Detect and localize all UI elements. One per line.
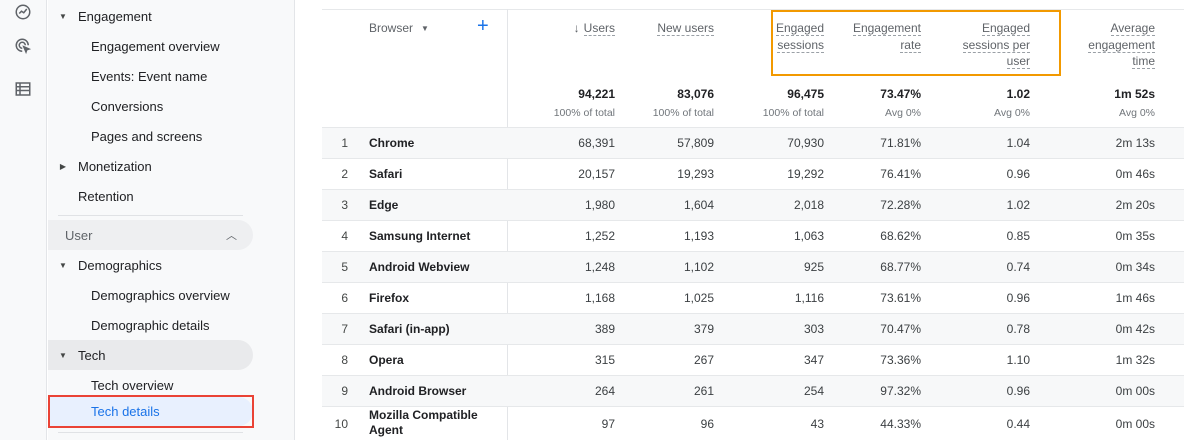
- dropdown-arrow-icon: ▼: [421, 23, 429, 33]
- total-users-sub: 100% of total: [553, 107, 615, 119]
- browser-name: Safari: [369, 167, 403, 181]
- nav-engagement-overview[interactable]: Engagement overview: [91, 38, 220, 54]
- total-engagement-rate-sub: Avg 0%: [885, 107, 921, 119]
- browser-name: Android Browser: [369, 384, 467, 398]
- total-engaged-per-user-sub: Avg 0%: [994, 107, 1030, 119]
- explore-cursor-icon[interactable]: [14, 37, 32, 55]
- column-header-engagement-rate[interactable]: Engagement rate: [852, 21, 921, 53]
- nav-events-event-name[interactable]: Events: Event name: [91, 68, 208, 84]
- nav-demographics[interactable]: ▼ Demographics: [48, 250, 253, 280]
- nav-pages-and-screens[interactable]: Pages and screens: [91, 128, 203, 144]
- table-row[interactable]: 9 Android Browser 264 261 254 97.32% 0.9…: [322, 375, 1184, 406]
- browser-name: Chrome: [369, 136, 415, 150]
- nav-demographic-details[interactable]: Demographic details: [91, 317, 210, 333]
- caret-down-icon: ▼: [59, 11, 67, 21]
- total-engaged-sessions: 96,475: [787, 87, 824, 101]
- table-row[interactable]: 5 Android Webview 1,248 1,102 925 68.77%…: [322, 251, 1184, 282]
- sort-desc-arrow-icon: ↓: [573, 21, 580, 35]
- table-list-icon[interactable]: [14, 80, 32, 98]
- column-header-average-engagement-time[interactable]: Average engagement time: [1088, 21, 1155, 69]
- table-row[interactable]: 7 Safari (in-app) 389 379 303 70.47% 0.7…: [322, 313, 1184, 344]
- caret-down-icon: ▼: [59, 260, 67, 270]
- nav-tech-overview[interactable]: Tech overview: [91, 377, 174, 393]
- table-row[interactable]: 10 Mozilla Compatible Agent 97 96 43 44.…: [322, 406, 1184, 440]
- browser-name: Samsung Internet: [369, 229, 471, 243]
- table-row[interactable]: 1 Chrome 68,391 57,809 70,930 71.81% 1.0…: [322, 127, 1184, 158]
- total-users: 94,221: [578, 87, 615, 101]
- chevron-up-icon: ︿: [226, 230, 237, 242]
- reports-trend-icon[interactable]: [14, 3, 32, 21]
- reports-sidebar: ▼ Engagement Engagement overview Events:…: [48, 0, 295, 440]
- browser-name: Firefox: [369, 291, 410, 305]
- browser-name: Opera: [369, 353, 404, 367]
- nav-engagement[interactable]: ▼ Engagement: [48, 1, 253, 31]
- table-row[interactable]: 4 Samsung Internet 1,252 1,193 1,063 68.…: [322, 220, 1184, 251]
- nav-tech[interactable]: ▼ Tech: [48, 340, 253, 370]
- nav-conversions[interactable]: Conversions: [91, 98, 164, 114]
- dimension-column-divider: [507, 9, 508, 440]
- nav-retention[interactable]: Retention: [78, 188, 134, 204]
- table-row[interactable]: 2 Safari 20,157 19,293 19,292 76.41% 0.9…: [322, 158, 1184, 189]
- table-row[interactable]: 6 Firefox 1,168 1,025 1,116 73.61% 0.96 …: [322, 282, 1184, 313]
- total-engaged-sessions-sub: 100% of total: [762, 107, 824, 119]
- total-engagement-rate: 73.47%: [880, 87, 921, 101]
- add-dimension-button[interactable]: +: [477, 15, 489, 37]
- browser-name: Safari (in-app): [369, 322, 450, 336]
- nav-tech-details[interactable]: Tech details: [48, 397, 253, 426]
- browser-name: Android Webview: [369, 260, 470, 274]
- total-new-users: 83,076: [677, 87, 714, 101]
- column-header-users[interactable]: ↓ Users: [573, 21, 615, 36]
- caret-right-icon: ▶: [59, 161, 67, 171]
- sidebar-divider: [58, 215, 243, 216]
- column-header-engaged-sessions-per-user[interactable]: Engaged sessions per user: [962, 21, 1030, 69]
- table-top-border: [322, 9, 1184, 10]
- column-header-engaged-sessions[interactable]: Engaged sessions: [775, 21, 824, 53]
- total-engaged-per-user: 1.02: [1006, 87, 1030, 101]
- total-avg-engagement-time-sub: Avg 0%: [1119, 107, 1155, 119]
- section-user[interactable]: User ︿: [48, 220, 253, 250]
- browser-name: Mozilla Compatible Agent: [369, 408, 478, 437]
- icon-rail: [0, 0, 47, 440]
- total-avg-engagement-time: 1m 52s: [1114, 87, 1155, 101]
- table-row[interactable]: 8 Opera 315 267 347 73.36% 1.10 1m 32s: [322, 344, 1184, 375]
- table-row[interactable]: 3 Edge 1,980 1,604 2,018 72.28% 1.02 2m …: [322, 189, 1184, 220]
- dimension-selector[interactable]: Browser ▼: [369, 21, 429, 35]
- total-new-users-sub: 100% of total: [652, 107, 714, 119]
- nav-demographics-overview[interactable]: Demographics overview: [91, 287, 230, 303]
- browser-name: Edge: [369, 198, 399, 212]
- column-header-new-users[interactable]: New users: [657, 21, 714, 36]
- caret-down-icon: ▼: [59, 350, 67, 360]
- nav-monetization[interactable]: ▶ Monetization: [48, 151, 253, 181]
- sidebar-divider: [58, 432, 243, 433]
